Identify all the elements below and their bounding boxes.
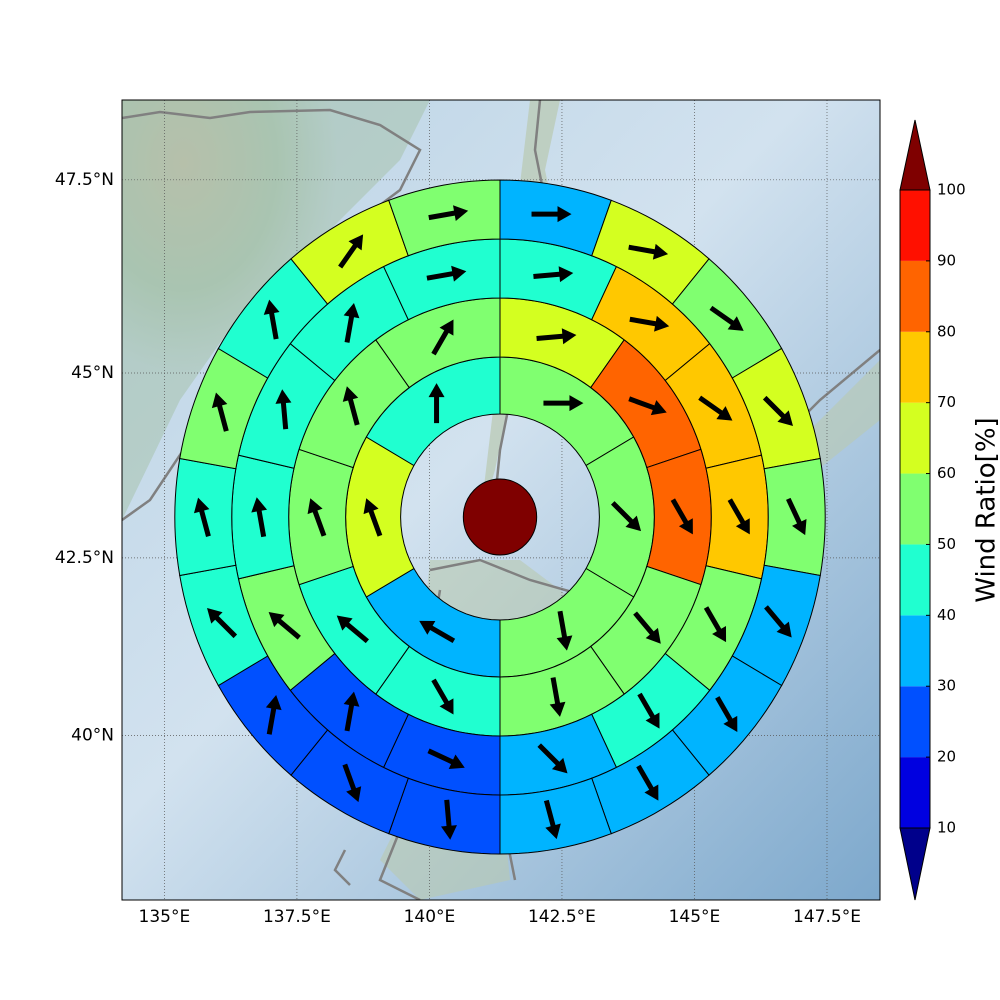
- colorbar-segment: [900, 473, 930, 545]
- cell: [388, 179, 501, 257]
- wind-arrow: [336, 615, 369, 644]
- colorbar-extend-under: [899, 827, 931, 901]
- map-frame: [121, 99, 881, 901]
- wind-arrow: [428, 205, 469, 222]
- colorbar-segment: [900, 402, 930, 474]
- colorbar-label: Wind Ratio[%]: [972, 417, 1000, 602]
- colorbar: 10 20 30 40 50 60 70 80 90 100: [899, 119, 966, 901]
- colorbar-tick-label: 40: [937, 606, 956, 624]
- x-tick-label: 147.5°E: [793, 907, 861, 927]
- x-tick-label: 140°E: [404, 907, 456, 927]
- wind-arrow: [531, 206, 572, 223]
- colorbar-tick-label: 60: [937, 464, 956, 482]
- wind-arrow: [265, 694, 282, 735]
- wind-arrow: [709, 305, 744, 331]
- wind-arrow: [193, 497, 211, 537]
- wind-arrow: [536, 328, 577, 345]
- wind-arrow: [419, 620, 456, 644]
- wind-arrow: [637, 692, 660, 729]
- x-tick-label: 145°E: [669, 907, 721, 927]
- wind-arrow: [698, 395, 733, 421]
- wind-arrow: [629, 315, 670, 332]
- y-tick-label: 42.5°N: [55, 548, 114, 568]
- colorbar-tick-label: 30: [937, 677, 956, 695]
- wind-arrow: [715, 696, 738, 732]
- wind-arrow: [427, 748, 465, 770]
- wind-arrow: [636, 764, 659, 801]
- colorbar-extend-over: [899, 119, 931, 191]
- cell: [646, 448, 712, 586]
- colorbar-tick-label: 70: [937, 393, 956, 411]
- wind-arrow: [275, 389, 292, 430]
- y-tick-label: 47.5°N: [55, 170, 114, 190]
- colorbar-tick-label: 50: [937, 535, 956, 553]
- wind-arrow: [211, 392, 229, 432]
- wind-arrow: [441, 799, 457, 840]
- wind-arrow: [543, 799, 561, 840]
- wind-arrow: [363, 498, 383, 537]
- wind-arrow: [786, 497, 807, 536]
- polar-grid: [174, 179, 826, 855]
- wind-arrow: [628, 243, 669, 260]
- wind-arrow: [764, 605, 792, 638]
- colorbar-tick-label: 20: [937, 748, 956, 766]
- colorbar-segment: [900, 544, 930, 616]
- x-tick-label: 142.5°E: [528, 907, 596, 927]
- wind-arrow: [428, 383, 445, 424]
- x-tick-label: 135°E: [139, 907, 191, 927]
- colorbar-tick-label: 10: [937, 819, 956, 837]
- wind-arrow: [537, 743, 568, 774]
- wind-arrow: [426, 265, 467, 282]
- cell: [231, 454, 295, 580]
- wind-arrow: [543, 395, 584, 412]
- axis-ticks: 135°E 137.5°E 140°E 142.5°E 145°E 147.5°E 40°N…: [55, 170, 861, 927]
- wind-arrow: [268, 611, 301, 640]
- colorbar-segment: [900, 757, 930, 828]
- y-tick-label: 40°N: [71, 725, 114, 745]
- wind-arrow: [633, 611, 661, 644]
- wind-arrow: [342, 763, 362, 803]
- wind-arrow: [263, 299, 280, 340]
- y-tick-label: 45°N: [71, 363, 114, 383]
- wind-arrow: [556, 610, 573, 651]
- colorbar-segment: [900, 615, 930, 687]
- colorbar-tick-label: 100: [937, 181, 966, 199]
- wind-arrow: [343, 691, 360, 732]
- wind-arrow: [251, 497, 268, 538]
- cell: [288, 448, 354, 586]
- colorbar-segment: [900, 190, 930, 261]
- wind-arrow: [549, 677, 566, 717]
- colorbar-segment: [900, 260, 930, 332]
- wind-arrow: [670, 498, 693, 535]
- x-tick-label: 137.5°E: [263, 907, 331, 927]
- wind-arrow: [342, 386, 360, 426]
- wind-arrow: [628, 396, 667, 416]
- colorbar-frame: [899, 189, 931, 829]
- wind-arrows: [193, 205, 807, 840]
- wind-arrow: [703, 606, 727, 643]
- colorbar-segment: [900, 686, 930, 758]
- wind-arrow: [307, 498, 327, 537]
- colorbar-tick-label: 90: [937, 251, 956, 269]
- wind-arrow: [343, 303, 360, 343]
- wind-arrow: [431, 678, 454, 715]
- wind-arrow: [338, 234, 364, 269]
- colorbar-tick-label: 80: [937, 322, 956, 340]
- wind-arrow: [207, 608, 238, 639]
- wind-arrow: [762, 395, 793, 426]
- center-cell: [462, 478, 538, 556]
- wind-arrow: [431, 319, 454, 356]
- wind-arrow: [610, 501, 642, 532]
- wind-arrow: [727, 498, 750, 535]
- colorbar-segment: [900, 331, 930, 403]
- wind-arrow: [533, 266, 574, 283]
